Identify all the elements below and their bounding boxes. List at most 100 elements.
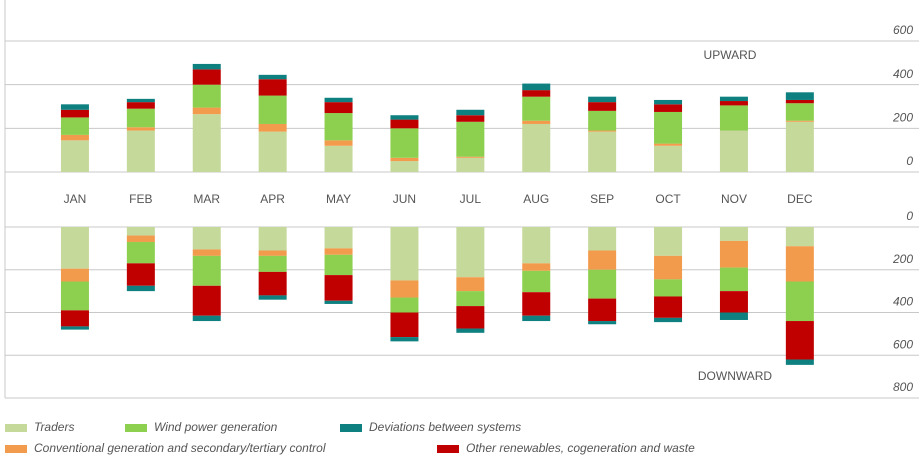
- bar-segment: [60, 140, 89, 172]
- bar-segment: [785, 120, 814, 122]
- x-tick-label: MAY: [326, 192, 351, 206]
- bar-segment: [522, 315, 551, 322]
- bar-segment: [258, 123, 287, 132]
- bar-segment: [126, 285, 155, 292]
- bar-segment: [126, 227, 155, 236]
- bar-segment: [126, 102, 155, 109]
- bar-segment: [324, 140, 353, 146]
- bar-segment: [785, 92, 814, 100]
- x-tick-label: APR: [260, 192, 285, 206]
- bar-segment: [719, 105, 748, 131]
- bar-segment: [60, 281, 89, 311]
- x-tick-label: SEP: [590, 192, 614, 206]
- bar-segment: [654, 227, 683, 256]
- bar-segment: [456, 109, 485, 116]
- bar-segment: [456, 306, 485, 329]
- bar-segment: [390, 161, 419, 172]
- bar-segment: [126, 263, 155, 286]
- bar-segment: [654, 143, 683, 146]
- bar-segment: [390, 312, 419, 338]
- bar-segment: [588, 250, 617, 270]
- bar-segment: [522, 227, 551, 264]
- bar-segment: [522, 123, 551, 172]
- bar-segment: [192, 114, 221, 172]
- bar-segment: [324, 102, 353, 114]
- bar-segment: [719, 130, 748, 172]
- bar-segment: [126, 127, 155, 131]
- bar-segment: [654, 111, 683, 144]
- y-tick-label: 800: [893, 380, 913, 394]
- bar-segment: [258, 131, 287, 172]
- bar-segment: [390, 337, 419, 342]
- bar-segment: [456, 291, 485, 307]
- x-tick-label: JUL: [460, 192, 482, 206]
- bar-segment: [324, 145, 353, 172]
- bar-segment: [258, 255, 287, 272]
- bar-segment: [522, 96, 551, 121]
- annotation: DOWNWARD: [698, 369, 773, 383]
- bar-segment: [60, 134, 89, 141]
- bar-segment: [719, 101, 748, 106]
- bar-segment: [588, 96, 617, 103]
- bar-segment: [654, 296, 683, 318]
- bar-segment: [522, 270, 551, 293]
- bar-segment: [522, 83, 551, 91]
- bar-segment: [390, 157, 419, 162]
- bar-segment: [719, 240, 748, 268]
- bar-segment: [456, 156, 485, 158]
- bar-segment: [654, 104, 683, 112]
- bar-segment: [126, 98, 155, 103]
- bar-segment: [258, 74, 287, 80]
- legend-swatch: [5, 445, 27, 453]
- x-tick-label: JUN: [393, 192, 416, 206]
- bar-segment: [60, 326, 89, 330]
- bar-segment: [719, 96, 748, 102]
- bar-segment: [324, 248, 353, 255]
- bar-segment: [654, 145, 683, 172]
- bar-segment: [785, 99, 814, 104]
- bar-segment: [192, 285, 221, 316]
- bar-segment: [324, 275, 353, 301]
- bar-segment: [258, 271, 287, 296]
- bar-segment: [192, 63, 221, 70]
- bar-segment: [654, 317, 683, 323]
- bar-segment: [192, 315, 221, 322]
- y-tick-label: 200: [892, 111, 913, 125]
- bar-segment: [785, 246, 814, 282]
- legend-swatch: [340, 424, 362, 432]
- bar-segment: [390, 227, 419, 281]
- bar-segment: [258, 295, 287, 300]
- bar-segment: [654, 279, 683, 297]
- bar-segment: [258, 95, 287, 124]
- y-tick-label: 600: [893, 337, 913, 351]
- bar-segment: [126, 235, 155, 242]
- bar-segment: [654, 99, 683, 105]
- legend-label: Traders: [34, 420, 74, 434]
- bar-segment: [324, 300, 353, 304]
- bar-segment: [192, 255, 221, 286]
- bar-segment: [456, 121, 485, 157]
- x-tick-label: NOV: [721, 192, 747, 206]
- x-tick-label: MAR: [193, 192, 220, 206]
- bar-segment: [60, 268, 89, 282]
- bar-segment: [390, 297, 419, 313]
- bar-segment: [588, 269, 617, 299]
- bar-segment: [60, 104, 89, 110]
- x-tick-label: OCT: [655, 192, 681, 206]
- bar-segment: [719, 291, 748, 313]
- bar-segment: [324, 113, 353, 141]
- legend-label: Conventional generation and secondary/te…: [34, 441, 326, 455]
- bar-segment: [324, 97, 353, 103]
- bar-segment: [522, 263, 551, 271]
- bar-segment: [522, 90, 551, 97]
- y-tick-label: 600: [893, 23, 913, 37]
- bar-segment: [258, 79, 287, 96]
- bar-segment: [456, 115, 485, 122]
- bar-segment: [192, 84, 221, 108]
- bar-segment: [126, 108, 155, 128]
- legend-label: Deviations between systems: [369, 420, 521, 434]
- annotation: UPWARD: [704, 48, 757, 62]
- y-tick-label: 0: [906, 154, 913, 168]
- legend-swatch: [125, 424, 147, 432]
- bar-segment: [390, 128, 419, 158]
